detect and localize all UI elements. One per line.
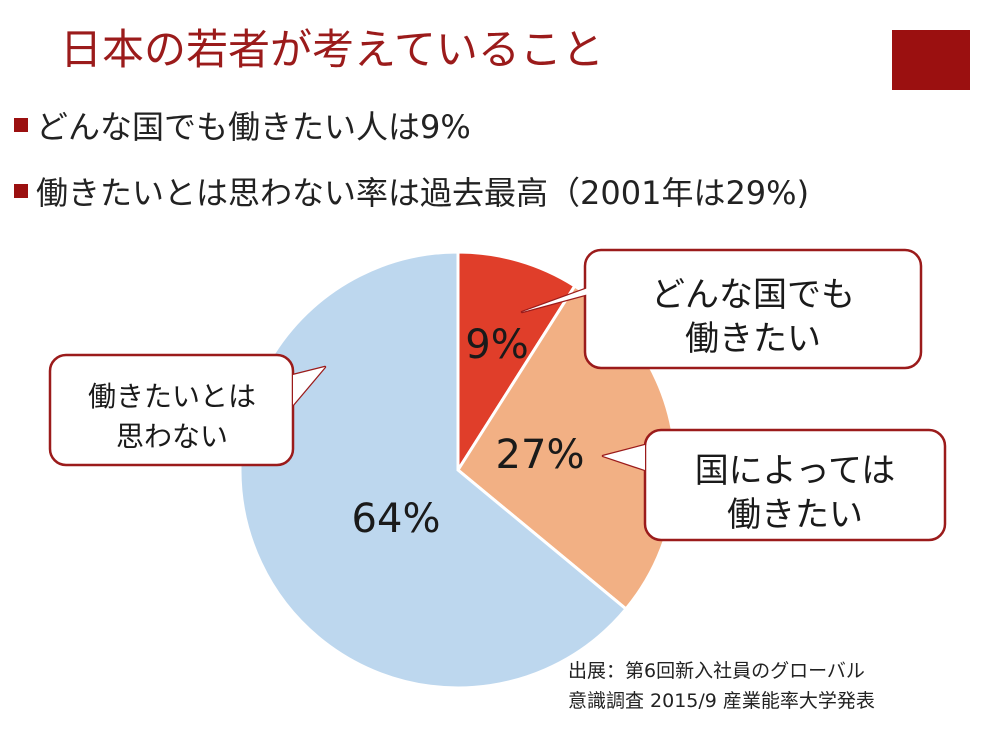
corner-accent-block [892, 30, 970, 90]
callout-1: どんな国でも働きたい [520, 248, 923, 370]
bullet-text-2: 働きたいとは思わない率は過去最高（2001年は29%) [36, 174, 810, 212]
callout-text-line: 働きたいとは [88, 380, 256, 413]
callout-pointer-fill [603, 445, 645, 470]
page-title: 日本の若者が考えていること [60, 25, 604, 74]
source-line-2: 意識調査 2015/9 産業能率大学発表 [568, 690, 875, 712]
callout-text-line: 国によっては [695, 451, 896, 491]
callout-text-line: どんな国でも [651, 275, 855, 315]
slice-not-want [238, 250, 629, 690]
callout-pointer-fill [522, 280, 640, 312]
callout-text-line: 働きたい [685, 319, 821, 359]
callout-text-line: 働きたい [727, 495, 863, 535]
slice-label-1: 9% [465, 322, 528, 368]
callout-text-line: 思わない [116, 420, 228, 453]
slice-label-3: 64% [352, 496, 441, 542]
bullet-item-2: 働きたいとは思わない率は過去最高（2001年は29%) [14, 168, 809, 214]
bullet-text-1: どんな国でも働きたい人は9% [36, 108, 471, 146]
bullet-square-icon [14, 118, 28, 132]
bullet-item-1: どんな国でも働きたい人は9% [14, 102, 471, 148]
callout-box [643, 428, 947, 542]
slice-label-2: 27% [496, 432, 585, 478]
callout-3: 働きたいとは思わない [48, 353, 327, 467]
source-line-1: 出展：第6回新入社員のグローバル [568, 660, 865, 682]
bullet-square-icon [14, 184, 28, 198]
source-note: 出展：第6回新入社員のグローバル 意識調査 2015/9 産業能率大学発表 [568, 656, 875, 716]
callout-box [583, 248, 923, 370]
callout-box [48, 353, 295, 467]
callout-pointer-fill [293, 367, 325, 405]
